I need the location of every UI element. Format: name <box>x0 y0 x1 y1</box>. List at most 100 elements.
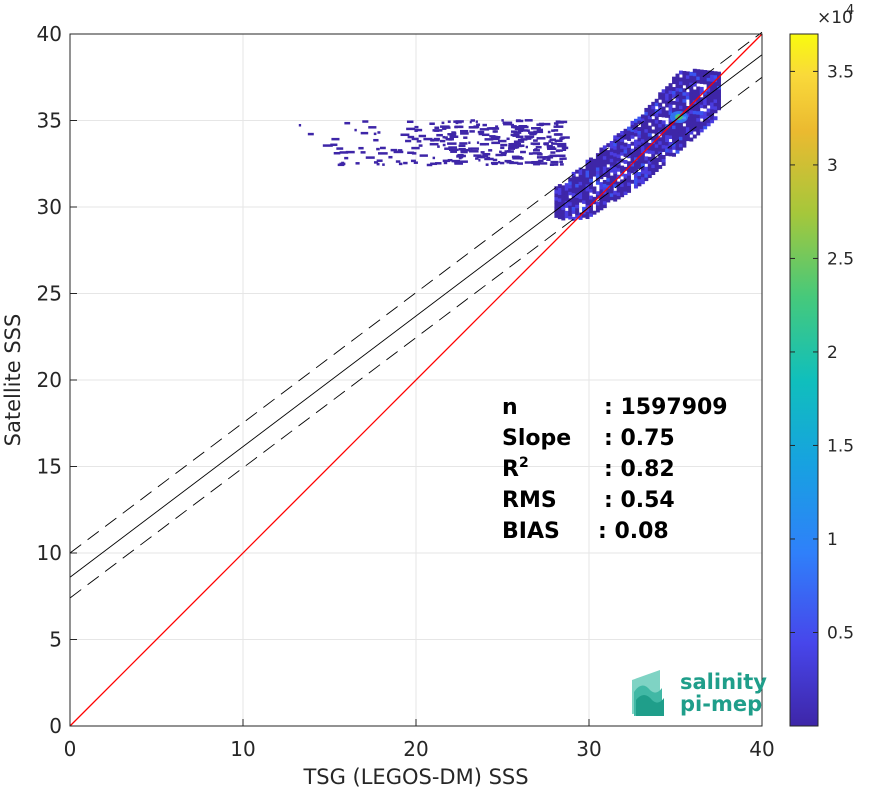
density-cell <box>689 127 694 132</box>
density-cell <box>696 107 701 112</box>
density-cell <box>706 111 711 116</box>
density-streak <box>530 142 541 145</box>
density-cell <box>589 195 593 200</box>
density-streak <box>497 139 507 143</box>
density-cell <box>609 161 614 166</box>
x-tick-label: 0 <box>64 737 77 761</box>
density-cell <box>633 167 638 172</box>
density-cell <box>668 141 673 146</box>
density-cell <box>710 108 715 113</box>
density-cell <box>689 130 694 135</box>
density-streak <box>400 133 410 137</box>
density-cell <box>578 170 583 175</box>
density-cell <box>633 129 638 134</box>
density-cell <box>665 86 670 91</box>
density-cell <box>665 134 670 139</box>
density-cell <box>582 182 587 187</box>
density-cell <box>647 115 652 120</box>
density-cell <box>696 114 701 119</box>
density-cell <box>658 154 663 159</box>
density-cell <box>644 166 649 171</box>
density-cell <box>557 184 562 189</box>
density-streak <box>492 158 498 162</box>
density-cell <box>675 83 680 88</box>
density-cell <box>696 103 701 108</box>
density-streak <box>358 146 364 150</box>
density-cell <box>637 165 642 170</box>
density-streak <box>447 133 457 136</box>
density-cell <box>710 84 715 89</box>
density-cell <box>644 139 649 144</box>
density-cell <box>685 137 690 142</box>
density-cell <box>717 106 721 111</box>
density-cell <box>623 135 628 140</box>
density-streak <box>435 162 442 165</box>
density-cell <box>616 185 621 190</box>
density-streak <box>442 143 446 147</box>
density-cell <box>582 179 587 184</box>
density-cell <box>640 159 645 164</box>
density-streak <box>459 125 462 129</box>
density-cell <box>630 124 635 129</box>
density-cell <box>640 145 645 150</box>
density-cell <box>575 190 580 195</box>
density-cell <box>630 127 635 132</box>
density-cell <box>620 130 625 135</box>
density-cell <box>616 181 621 186</box>
density-streak <box>360 151 366 154</box>
density-streak <box>365 156 375 159</box>
density-cell <box>595 201 600 206</box>
density-streak <box>344 121 351 125</box>
density-cell <box>595 180 600 185</box>
density-cell <box>706 101 711 106</box>
density-cell <box>692 79 697 84</box>
density-cell <box>630 159 635 164</box>
density-cell <box>644 156 649 161</box>
density-streak <box>354 128 357 132</box>
stat-label: Slope <box>502 426 571 451</box>
density-streak <box>553 133 562 136</box>
density-streak <box>527 129 530 132</box>
density-cell <box>689 113 694 118</box>
density-cell <box>682 98 687 103</box>
stat-value: : 0.75 <box>604 426 675 451</box>
density-cell <box>592 165 597 170</box>
density-cell <box>637 171 642 176</box>
density-streak <box>553 125 564 128</box>
density-streak <box>531 127 541 130</box>
density-cell <box>633 174 638 179</box>
density-streak <box>432 156 436 160</box>
y-tick-label: 35 <box>37 109 62 133</box>
density-cell <box>568 201 573 206</box>
density-cell <box>571 196 576 201</box>
density-cell <box>609 158 614 163</box>
density-cell <box>665 131 670 136</box>
density-streak <box>331 137 340 141</box>
density-cell <box>703 125 708 130</box>
density-streak <box>533 130 544 134</box>
density-cell <box>699 100 704 105</box>
density-cell <box>554 213 559 218</box>
density-streak <box>520 150 526 154</box>
density-cell <box>633 170 638 175</box>
density-streak <box>307 132 314 136</box>
density-cell <box>599 175 604 180</box>
density-cell <box>613 169 618 174</box>
density-streak <box>411 152 417 155</box>
density-streak <box>506 150 511 153</box>
density-streak <box>537 153 543 156</box>
wave-layers-icon <box>632 670 664 716</box>
density-cell <box>613 163 618 167</box>
density-cell <box>658 102 663 107</box>
density-streak <box>556 142 567 146</box>
density-cell <box>661 161 666 166</box>
density-cell <box>689 71 694 76</box>
density-cell <box>637 116 642 121</box>
density-cell <box>599 154 604 159</box>
density-streak <box>418 144 423 147</box>
density-cell <box>713 85 718 90</box>
density-cell <box>640 124 645 129</box>
density-cell <box>564 210 569 215</box>
density-cell <box>602 152 607 157</box>
density-cell <box>602 155 607 160</box>
